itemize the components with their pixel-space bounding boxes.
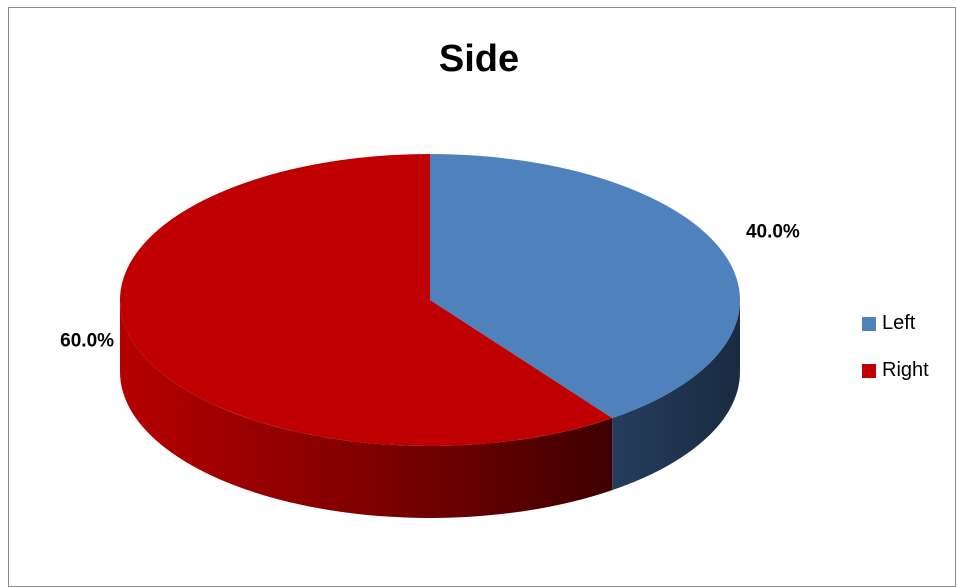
pie-side-right (120, 300, 613, 518)
data-label-left: 40.0% (746, 222, 800, 243)
legend: Left Right (862, 300, 929, 394)
legend-item-left: Left (862, 300, 929, 347)
pie-slice-left (430, 154, 740, 419)
legend-swatch-left (862, 316, 876, 331)
legend-item-right: Right (862, 347, 929, 394)
data-label-right: 60.0% (60, 330, 114, 351)
legend-label-right: Right (882, 359, 929, 381)
legend-swatch-right (862, 363, 876, 378)
pie-side-left (612, 300, 740, 491)
legend-label-left: Left (882, 312, 916, 334)
pie-slice-right (119, 154, 613, 447)
chart-title: Side (438, 38, 520, 80)
